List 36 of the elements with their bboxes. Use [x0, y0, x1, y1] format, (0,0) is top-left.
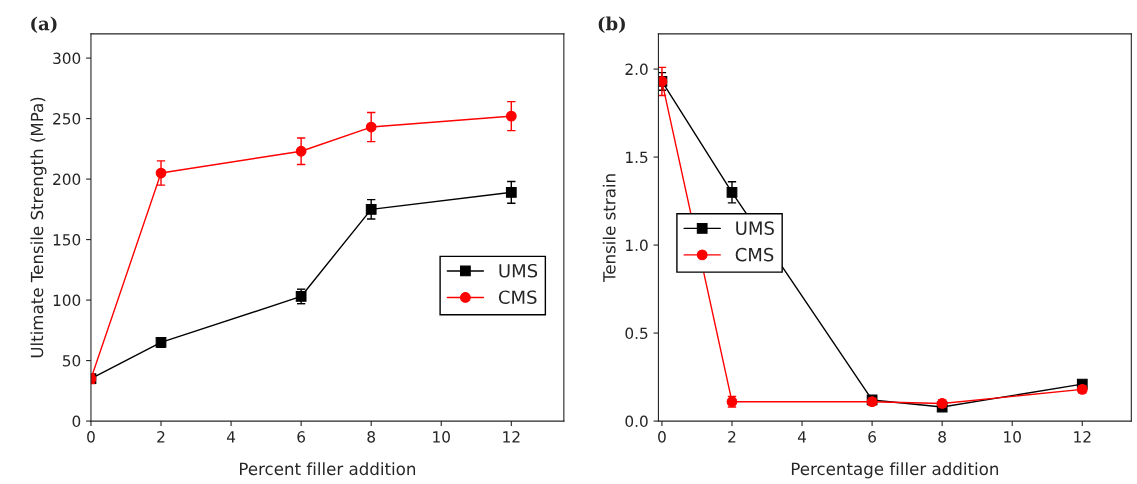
- x-tick-label: 12: [503, 431, 520, 443]
- x-tick-label: 8: [367, 431, 375, 443]
- chart-title: (a): [31, 16, 57, 33]
- y-tick-label: 200: [53, 173, 81, 186]
- x-tick-label: 6: [297, 431, 306, 443]
- x-axis-title: Percent filler addition: [240, 462, 416, 476]
- x-tick-label: 0: [658, 431, 666, 443]
- y-tick-label: 100: [53, 294, 81, 307]
- legend-label: CMS: [498, 290, 537, 305]
- y-tick-label: 2.0: [625, 63, 648, 76]
- y-tick-label: 300: [53, 52, 81, 65]
- legend-label: UMS: [499, 263, 538, 278]
- y-tick-label: 50: [62, 355, 81, 367]
- x-axis-title: Percentage filler addition: [791, 462, 999, 479]
- x-tick-label: 8: [938, 431, 946, 443]
- y-tick-label: 250: [53, 113, 81, 125]
- y-tick-label: 0: [72, 415, 81, 428]
- y-tick-label: 0.0: [625, 415, 648, 428]
- x-tick-label: 10: [1004, 431, 1021, 443]
- y-tick-label: 1.0: [626, 239, 648, 252]
- legend-label: CMS: [735, 247, 774, 262]
- x-tick-label: 2: [728, 431, 736, 443]
- y-tick-label: 1.5: [626, 151, 648, 164]
- y-axis-title: Ultimate Tensile Strength (MPa): [30, 97, 47, 358]
- chart-title: (b): [598, 16, 625, 33]
- x-tick-label: 2: [157, 431, 165, 443]
- x-tick-label: 4: [226, 431, 236, 443]
- x-tick-label: 0: [87, 431, 95, 443]
- y-tick-label: 150: [53, 234, 81, 246]
- x-tick-label: 12: [1074, 431, 1091, 443]
- x-tick-label: 10: [433, 431, 450, 443]
- x-tick-label: 6: [868, 431, 876, 443]
- y-axis-title: Tensile strain: [602, 174, 616, 283]
- y-tick-label: 0.5: [625, 327, 648, 340]
- x-tick-label: 4: [797, 431, 807, 443]
- legend-label: UMS: [736, 221, 774, 235]
